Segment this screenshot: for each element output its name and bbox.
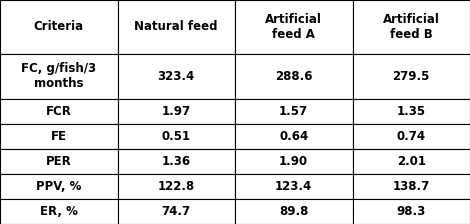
Text: Artificial
feed B: Artificial feed B	[383, 13, 440, 41]
Bar	[0, 199, 118, 224]
Text: 98.3: 98.3	[397, 205, 426, 218]
Bar	[235, 124, 352, 149]
Bar	[352, 199, 470, 224]
Text: 323.4: 323.4	[157, 70, 195, 83]
Bar	[0, 0, 118, 54]
Bar	[352, 174, 470, 199]
Bar	[0, 149, 118, 174]
Bar	[118, 124, 235, 149]
Text: 123.4: 123.4	[275, 180, 313, 193]
Bar	[0, 54, 118, 99]
Bar	[118, 174, 235, 199]
Text: 1.35: 1.35	[397, 105, 426, 118]
Bar	[235, 174, 352, 199]
Bar	[352, 54, 470, 99]
Text: 1.57: 1.57	[279, 105, 308, 118]
Bar	[235, 99, 352, 124]
Text: ER, %: ER, %	[40, 205, 78, 218]
Text: Criteria: Criteria	[34, 20, 84, 33]
Bar	[118, 54, 235, 99]
Text: 89.8: 89.8	[279, 205, 308, 218]
Bar	[235, 0, 352, 54]
Text: 1.97: 1.97	[162, 105, 191, 118]
Text: 288.6: 288.6	[275, 70, 313, 83]
Bar	[235, 54, 352, 99]
Bar	[118, 149, 235, 174]
Text: PPV, %: PPV, %	[36, 180, 81, 193]
Bar	[118, 99, 235, 124]
Text: 122.8: 122.8	[157, 180, 195, 193]
Bar	[352, 0, 470, 54]
Text: 74.7: 74.7	[162, 205, 191, 218]
Text: 0.64: 0.64	[279, 130, 308, 143]
Text: 0.74: 0.74	[397, 130, 426, 143]
Bar	[0, 99, 118, 124]
Bar	[118, 199, 235, 224]
Bar	[352, 124, 470, 149]
Text: Artificial
feed A: Artificial feed A	[265, 13, 322, 41]
Text: 1.36: 1.36	[162, 155, 191, 168]
Text: 138.7: 138.7	[392, 180, 430, 193]
Bar	[235, 199, 352, 224]
Text: FCR: FCR	[46, 105, 72, 118]
Text: FE: FE	[51, 130, 67, 143]
Bar	[352, 99, 470, 124]
Bar	[0, 124, 118, 149]
Bar	[0, 174, 118, 199]
Text: 279.5: 279.5	[392, 70, 430, 83]
Text: PER: PER	[46, 155, 71, 168]
Text: 1.90: 1.90	[279, 155, 308, 168]
Text: 0.51: 0.51	[162, 130, 191, 143]
Text: 2.01: 2.01	[397, 155, 426, 168]
Text: Natural feed: Natural feed	[134, 20, 218, 33]
Bar	[235, 149, 352, 174]
Bar	[352, 149, 470, 174]
Text: FC, g/fish/3
months: FC, g/fish/3 months	[21, 62, 96, 90]
Bar	[118, 0, 235, 54]
